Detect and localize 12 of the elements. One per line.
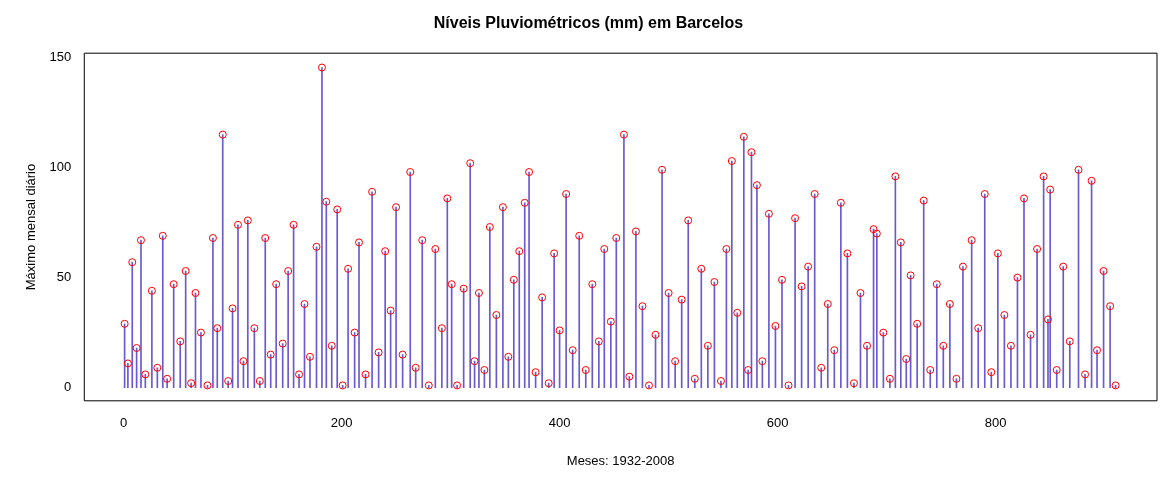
x-tick-label: 600 — [766, 415, 789, 431]
x-axis-title: Meses: 1932-2008 — [566, 452, 675, 468]
y-tick-label: 50 — [56, 269, 72, 285]
y-tick-label: 150 — [49, 49, 72, 65]
x-tick-label: 200 — [330, 415, 353, 431]
x-tick-label: 800 — [984, 415, 1007, 431]
chart-title: Níveis Pluviométricos (mm) em Barcelos — [433, 14, 744, 32]
y-axis-title: Máximo mensal diário — [23, 163, 39, 291]
y-tick-label: 100 — [49, 159, 72, 175]
y-tick-label: 0 — [64, 379, 72, 395]
x-tick-label: 0 — [119, 415, 128, 431]
x-tick-label: 400 — [548, 415, 571, 431]
